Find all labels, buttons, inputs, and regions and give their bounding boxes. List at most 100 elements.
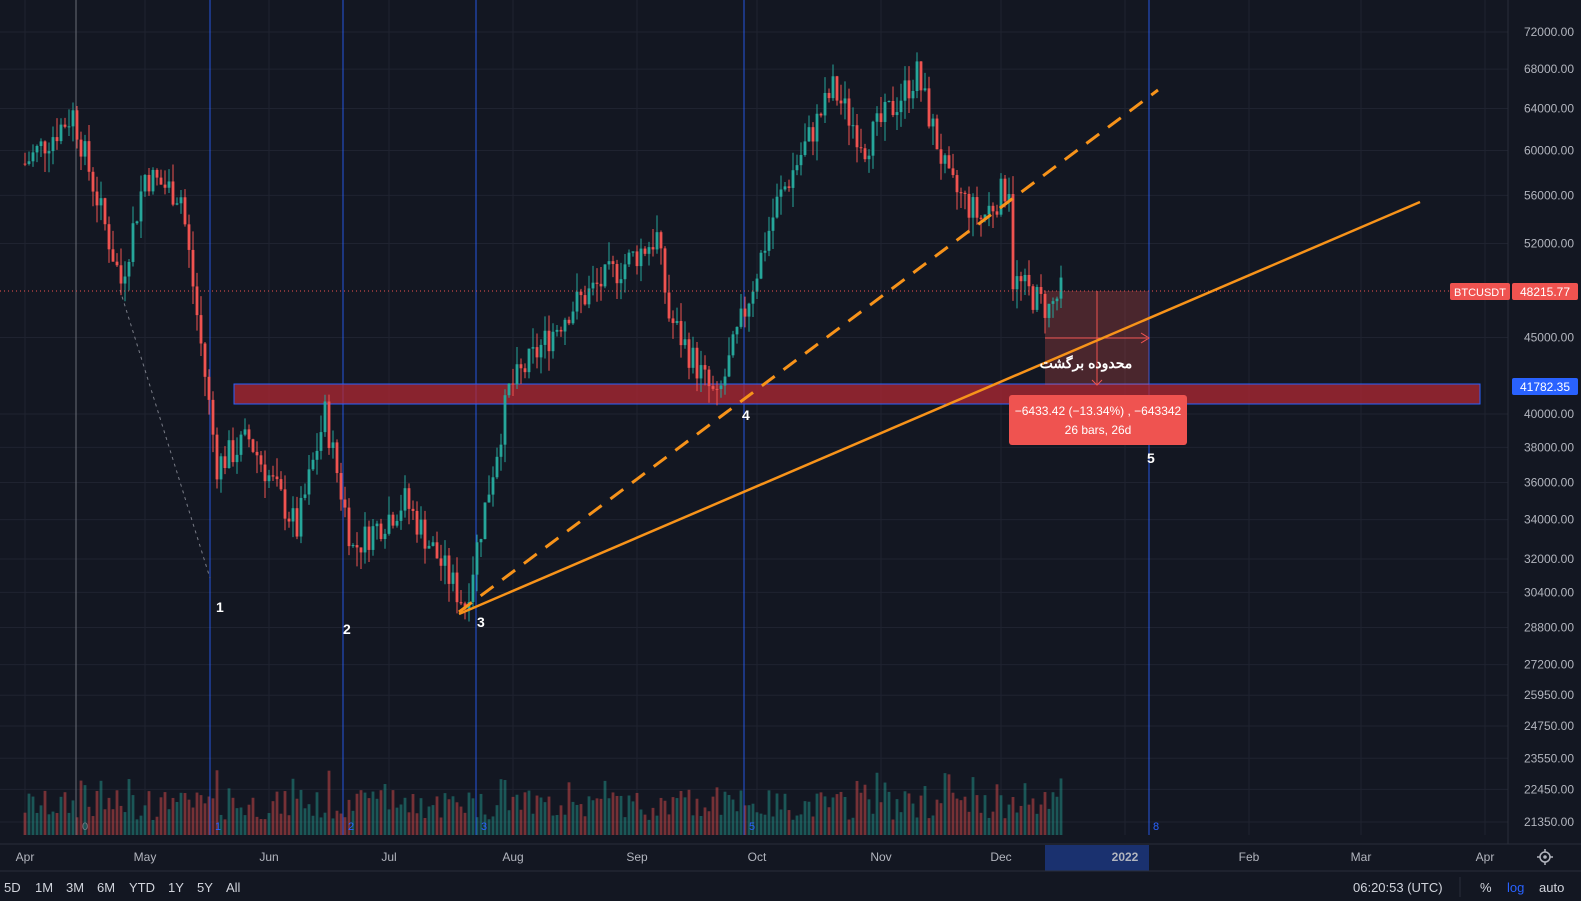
volume-bar (415, 813, 419, 835)
volume-bar (915, 817, 919, 835)
volume-bar (959, 800, 963, 835)
timeframe-ytd[interactable]: YTD (129, 880, 155, 895)
candle (239, 431, 243, 462)
wave-labels: 1 2 3 4 5 (216, 407, 1155, 637)
timeframe-6m[interactable]: 6M (97, 880, 115, 895)
candle (1035, 284, 1039, 313)
time-axis-panel[interactable] (0, 844, 1508, 871)
candle (883, 93, 887, 141)
price-axis-panel[interactable] (1508, 0, 1581, 844)
candle (235, 437, 239, 474)
candle (759, 249, 763, 280)
volume-bar (407, 812, 411, 835)
volume-bar (227, 788, 231, 835)
price-tick-label: 32000.00 (1524, 552, 1574, 566)
candle (171, 164, 175, 207)
candle (55, 118, 59, 150)
volume-bar (799, 814, 803, 835)
volume-bar (563, 814, 567, 835)
candle (143, 173, 147, 197)
volume-bar (367, 798, 371, 835)
timeframe-5d[interactable]: 5D (4, 880, 21, 895)
candle (131, 206, 135, 267)
measure-arrow-down (1091, 379, 1103, 386)
candle (271, 465, 275, 482)
candle (567, 316, 571, 326)
candle (67, 109, 71, 137)
volume-bar (351, 810, 355, 835)
candle (683, 321, 687, 349)
percent-scale-toggle[interactable]: % (1480, 880, 1492, 895)
candle (47, 142, 51, 173)
candle (979, 215, 983, 237)
volume-bar (503, 780, 507, 835)
candle (843, 81, 847, 120)
volume-bar (467, 792, 471, 835)
volume-bar (715, 787, 719, 835)
candle (151, 167, 155, 195)
price-tick-label: 72000.00 (1524, 25, 1574, 39)
volume-bar (515, 794, 519, 835)
candle (823, 77, 827, 123)
candle (807, 115, 811, 142)
support-zone[interactable] (233, 383, 1481, 405)
volume-bar (731, 799, 735, 835)
candle (1011, 176, 1015, 301)
candle (831, 64, 835, 101)
candle (835, 75, 839, 106)
candle (563, 317, 567, 346)
volume-bar (527, 790, 531, 835)
volume-bar (259, 819, 263, 835)
log-scale-toggle[interactable]: log (1507, 880, 1524, 895)
candle (555, 325, 559, 337)
candle (163, 170, 167, 195)
candle (267, 469, 271, 488)
candle (75, 105, 79, 149)
cycle-lines (75, 0, 1150, 835)
volume-bar (579, 804, 583, 835)
candle (375, 520, 379, 540)
volume-bar (211, 798, 215, 835)
volume-bar (159, 797, 163, 835)
candle (27, 151, 31, 166)
auto-scale-toggle[interactable]: auto (1539, 880, 1564, 895)
candle (703, 355, 707, 386)
trendline-dashed[interactable] (458, 88, 1159, 614)
volume-bar (167, 809, 171, 835)
trendline-solid[interactable] (458, 200, 1421, 616)
timeframe-5y[interactable]: 5Y (197, 880, 213, 895)
volume-bar (171, 797, 175, 835)
volume-bar (363, 792, 367, 835)
candle (995, 204, 999, 218)
candle (727, 337, 731, 378)
utc-clock[interactable]: 06:20:53 (UTC) (1353, 880, 1443, 895)
timeframe-3m[interactable]: 3M (66, 880, 84, 895)
volume-bar (783, 793, 787, 835)
candle (443, 540, 447, 585)
candle (527, 348, 531, 379)
candle (559, 326, 563, 337)
measure-change-text: −6433.42 (−13.34%) , −643342 (1015, 404, 1182, 418)
time-tick-label: Sep (626, 850, 648, 864)
timeframe-1m[interactable]: 1M (35, 880, 53, 895)
volume-bar (495, 805, 499, 835)
candle (115, 253, 119, 268)
candle (571, 301, 575, 325)
candle (663, 246, 667, 304)
candle (791, 152, 795, 208)
volume-bar (471, 798, 475, 835)
volume-bar (175, 801, 179, 835)
timeframe-1y[interactable]: 1Y (168, 880, 184, 895)
volume-bar (939, 803, 943, 835)
candle (383, 528, 387, 549)
timeframe-all[interactable]: All (226, 880, 241, 895)
settings-icon[interactable] (1537, 849, 1553, 865)
volume-bar (595, 798, 599, 835)
candle (547, 315, 551, 371)
candle (1043, 290, 1047, 334)
volume-bar (79, 780, 83, 835)
volume-bar (691, 815, 695, 835)
candle (523, 363, 527, 379)
volume-bar (131, 795, 135, 835)
